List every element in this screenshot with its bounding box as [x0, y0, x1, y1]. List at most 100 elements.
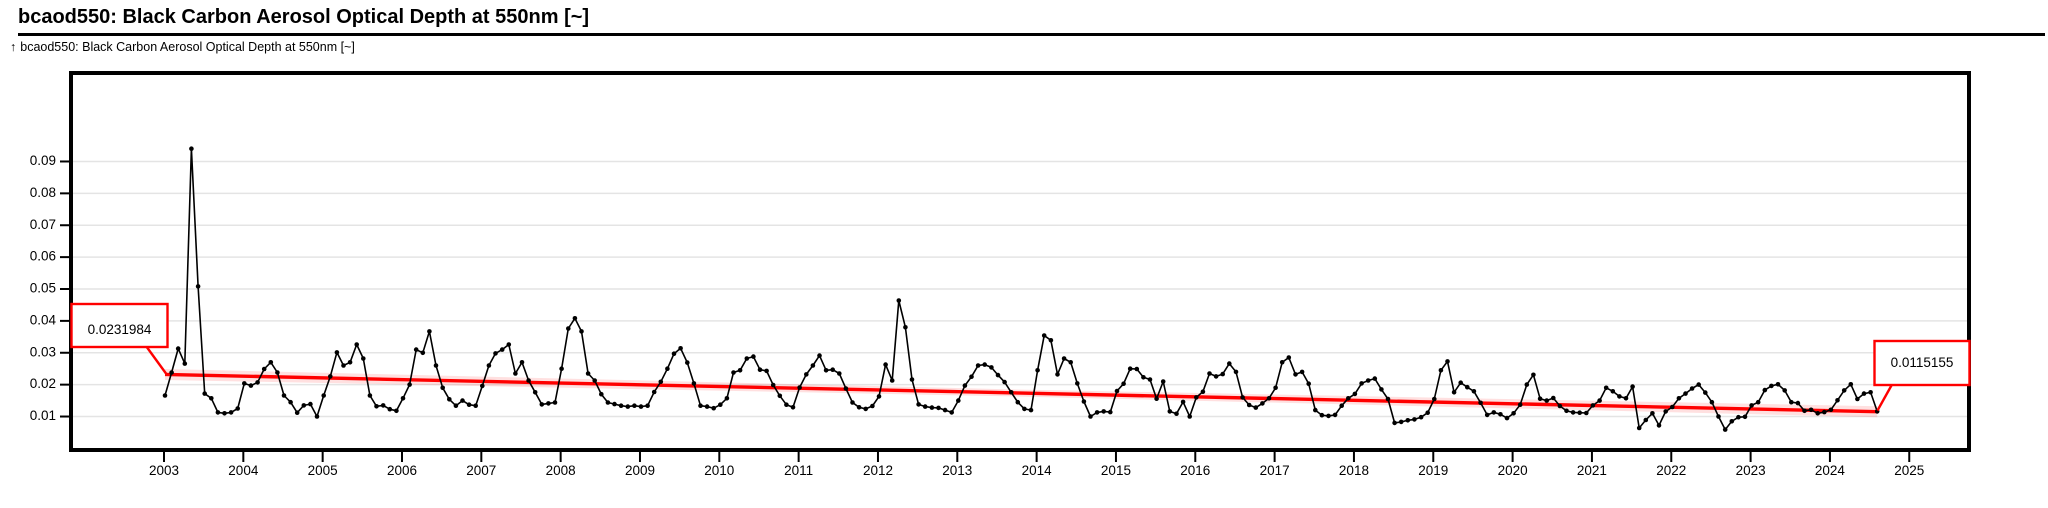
- data-point-marker: [1418, 414, 1424, 420]
- data-point-marker: [1762, 387, 1768, 393]
- data-point-marker: [341, 363, 346, 368]
- y-tick-label: 0.08: [30, 185, 56, 200]
- axis-ticks: [60, 160, 1911, 462]
- x-tick-label: 2024: [1815, 463, 1846, 478]
- data-point-marker: [1511, 411, 1516, 416]
- x-tick-label: 2023: [1736, 463, 1766, 478]
- data-point-marker: [1835, 398, 1840, 403]
- x-tick-label: 2011: [784, 463, 813, 478]
- data-point-marker: [764, 368, 769, 374]
- data-point-marker: [1504, 415, 1510, 421]
- data-point-marker: [1564, 408, 1569, 414]
- data-point-marker: [1577, 410, 1582, 416]
- data-point-marker: [162, 393, 168, 398]
- data-point-marker: [1531, 372, 1536, 378]
- data-point-marker: [222, 411, 227, 416]
- data-point-marker: [1352, 391, 1358, 397]
- data-point-marker: [1584, 410, 1589, 416]
- y-axis-title-text: bcaod550: Black Carbon Aerosol Optical D…: [20, 40, 355, 54]
- data-point-marker: [1227, 361, 1232, 366]
- x-tick-label: 2016: [1180, 463, 1210, 478]
- data-point-marker: [645, 403, 650, 409]
- gridlines: [73, 160, 1967, 418]
- data-point-marker: [1061, 356, 1067, 361]
- y-axis-title: ↑ bcaod550: Black Carbon Aerosol Optical …: [10, 40, 355, 54]
- data-point-marker: [1755, 399, 1761, 405]
- data-point-marker: [1326, 413, 1331, 419]
- data-point-marker: [189, 146, 194, 151]
- data-point-marker: [433, 363, 439, 368]
- data-point-marker: [1306, 381, 1311, 387]
- data-point-marker: [1207, 371, 1212, 376]
- data-point-marker: [1570, 410, 1576, 415]
- callout-box: [70, 302, 169, 349]
- data-point-marker: [1808, 407, 1814, 413]
- data-point-marker: [1372, 376, 1378, 381]
- trend-end-value: 0.0115155: [1891, 355, 1954, 370]
- y-tick-label: 0.09: [30, 153, 56, 168]
- data-point-marker: [1319, 412, 1325, 418]
- y-tick-label: 0.07: [30, 217, 56, 232]
- data-point-marker: [685, 360, 690, 365]
- data-point-marker: [1293, 372, 1298, 377]
- data-point-marker: [1392, 420, 1397, 426]
- data-point-marker: [1127, 366, 1133, 372]
- data-point-marker: [1861, 391, 1867, 396]
- data-point-marker: [678, 346, 683, 351]
- data-point-marker: [413, 347, 419, 352]
- data-point-marker: [1299, 369, 1305, 375]
- data-point-marker: [704, 404, 710, 409]
- data-point-marker: [658, 379, 664, 385]
- data-point-marker: [1147, 377, 1153, 382]
- data-point-marker: [1008, 390, 1014, 395]
- x-tick-label: 2005: [308, 463, 338, 478]
- data-point-marker: [671, 351, 677, 357]
- x-tick-label: 2015: [1101, 463, 1131, 478]
- data-point-marker: [235, 406, 240, 411]
- data-point-marker: [989, 365, 994, 370]
- data-point-marker: [1736, 414, 1741, 420]
- data-point-marker: [261, 366, 267, 372]
- data-point-marker: [1068, 360, 1073, 365]
- data-point-marker: [1121, 381, 1126, 387]
- data-point-marker: [420, 350, 426, 356]
- up-arrow-icon: ↑: [10, 40, 17, 54]
- data-point-marker: [169, 370, 174, 375]
- x-tick-label: 2014: [1022, 463, 1053, 478]
- data-point-marker: [248, 383, 254, 388]
- plot-area[interactable]: [69, 71, 1971, 452]
- data-point-marker: [1134, 366, 1140, 372]
- data-point-marker: [1868, 390, 1873, 395]
- data-point-marker: [605, 400, 611, 405]
- data-point-marker: [228, 410, 234, 415]
- y-tick-label: 0.03: [30, 344, 56, 359]
- data-point-marker: [975, 363, 981, 368]
- data-series: [162, 146, 1880, 432]
- data-point-marker: [1055, 372, 1060, 377]
- data-point-marker: [175, 346, 181, 351]
- data-point-marker: [929, 405, 935, 410]
- data-point-marker: [916, 402, 921, 407]
- data-point-marker: [1815, 411, 1820, 416]
- trend-start-callout: 0.0231984: [70, 302, 169, 375]
- x-tick-label: 2009: [625, 463, 655, 478]
- data-point-marker: [1855, 396, 1860, 402]
- data-point-marker: [962, 383, 968, 388]
- data-point-marker: [592, 378, 597, 383]
- data-point-marker: [625, 404, 631, 409]
- data-point-marker: [1365, 378, 1371, 383]
- data-point-marker: [1041, 333, 1047, 338]
- x-tick-label: 2020: [1498, 463, 1528, 478]
- data-point-marker: [837, 371, 842, 376]
- data-point-marker: [552, 400, 558, 405]
- data-point-marker: [447, 397, 452, 402]
- data-point-marker: [949, 410, 954, 415]
- data-point-marker: [830, 367, 835, 373]
- data-point-marker: [1742, 414, 1748, 420]
- data-point-marker: [1114, 388, 1120, 394]
- data-point-marker: [744, 356, 750, 361]
- data-point-marker: [777, 393, 783, 399]
- data-point-marker: [519, 360, 525, 365]
- data-point-marker: [1782, 388, 1787, 393]
